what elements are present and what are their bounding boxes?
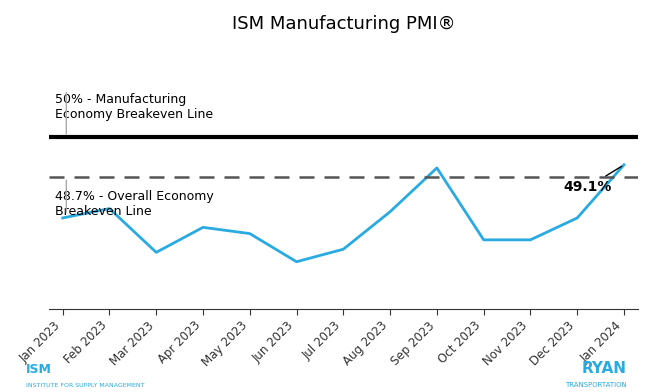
Text: 50% - Manufacturing
Economy Breakeven Line: 50% - Manufacturing Economy Breakeven Li…: [55, 93, 213, 121]
Text: ISM: ISM: [26, 363, 52, 376]
Title: ISM Manufacturing PMI®: ISM Manufacturing PMI®: [232, 15, 455, 33]
Text: 48.7% - Overall Economy
Breakeven Line: 48.7% - Overall Economy Breakeven Line: [55, 190, 214, 218]
Text: 49.1%: 49.1%: [563, 166, 622, 194]
Text: TRANSPORTATION: TRANSPORTATION: [565, 382, 627, 388]
Text: RYAN: RYAN: [582, 361, 627, 376]
Text: INSTITUTE FOR SUPPLY MANAGEMENT: INSTITUTE FOR SUPPLY MANAGEMENT: [26, 383, 144, 388]
